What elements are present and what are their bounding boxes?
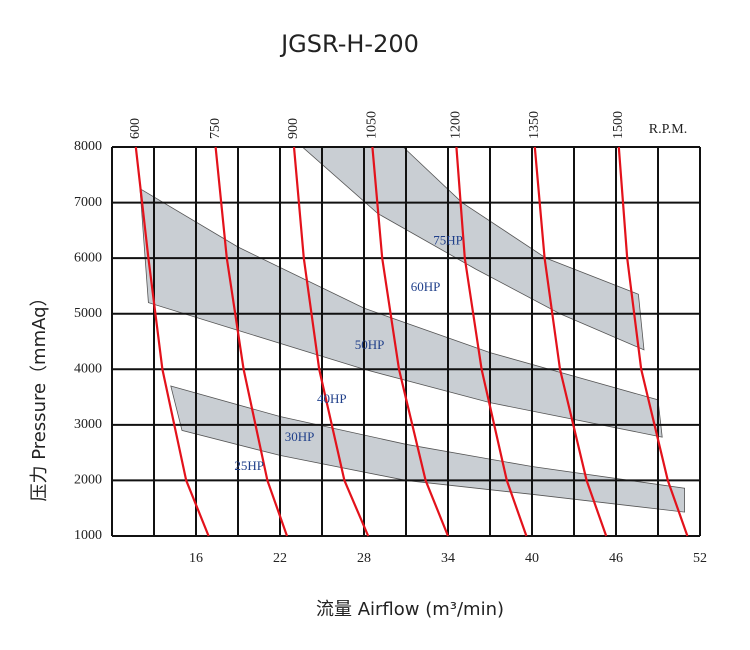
rpm-unit: R.P.M. xyxy=(649,122,688,137)
rpm-curve xyxy=(455,146,528,537)
x-tick-label: 16 xyxy=(189,551,203,566)
rpm-label: 1500 xyxy=(611,111,626,139)
x-tick-label: 28 xyxy=(357,551,371,566)
rpm-curve xyxy=(134,146,210,537)
y-tick-label: 6000 xyxy=(74,250,102,265)
x-tick-label: 22 xyxy=(273,551,287,566)
rpm-label: 1050 xyxy=(365,111,380,139)
rpm-curve xyxy=(214,146,289,537)
hp-band xyxy=(301,146,645,351)
rpm-curve xyxy=(292,146,370,537)
hp-label: 50HP xyxy=(355,337,385,352)
rpm-label: 900 xyxy=(286,118,301,139)
y-tick-label: 8000 xyxy=(74,139,102,154)
hp-label: 25HP xyxy=(234,458,264,473)
rpm-label: 1350 xyxy=(527,111,542,139)
chart-title: JGSR-H-200 xyxy=(279,30,419,58)
x-tick-label: 34 xyxy=(441,551,455,566)
y-axis-label: 压力 Pressure（mmAq） xyxy=(29,288,50,501)
rpm-curve xyxy=(533,146,608,537)
rpm-label: 600 xyxy=(128,118,143,139)
rpm-curve xyxy=(617,146,689,537)
x-tick-label: 40 xyxy=(525,551,539,566)
rpm-label: 750 xyxy=(208,118,223,139)
hp-label: 30HP xyxy=(285,429,315,444)
hp-label: 40HP xyxy=(317,391,347,406)
y-tick-label: 2000 xyxy=(74,473,102,488)
x-tick-label: 52 xyxy=(693,551,707,566)
hp-label: 60HP xyxy=(411,279,441,294)
y-tick-label: 7000 xyxy=(74,195,102,210)
x-tick-label: 46 xyxy=(609,551,623,566)
x-axis-label: 流量 Airflow (m³/min) xyxy=(316,599,504,620)
rpm-curve xyxy=(371,146,450,537)
rpm-label: 1200 xyxy=(449,111,464,139)
y-tick-label: 5000 xyxy=(74,306,102,321)
y-tick-label: 1000 xyxy=(74,528,102,543)
hp-label: 75HP xyxy=(433,232,463,247)
y-tick-label: 3000 xyxy=(74,417,102,432)
y-tick-label: 4000 xyxy=(74,362,102,377)
